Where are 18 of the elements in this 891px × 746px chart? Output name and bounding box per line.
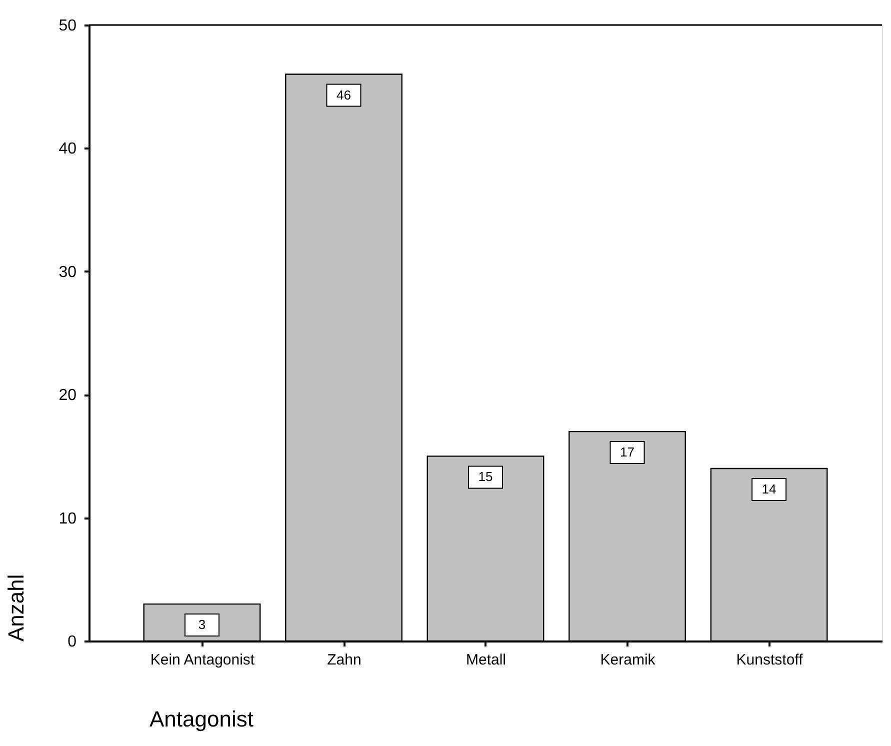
x-tick-label: Kein Antagonist bbox=[150, 652, 256, 668]
data-label: 3 bbox=[198, 617, 206, 632]
y-tick-label: 40 bbox=[58, 140, 77, 158]
y-axis-title: Anzahl bbox=[4, 574, 29, 642]
y-tick-label: 10 bbox=[58, 510, 77, 528]
x-tick-label: Kunststoff bbox=[736, 652, 804, 668]
x-tick-label: Metall bbox=[466, 652, 506, 668]
x-tick-label: Zahn bbox=[327, 652, 362, 668]
x-tick-label: Keramik bbox=[600, 652, 656, 668]
y-tick-label: 0 bbox=[68, 634, 77, 650]
y-tick-label: 50 bbox=[58, 18, 77, 34]
data-label: 46 bbox=[336, 87, 351, 102]
x-axis-title: Antagonist bbox=[150, 706, 254, 732]
data-label: 15 bbox=[478, 469, 493, 484]
y-tick-label: 20 bbox=[58, 387, 77, 404]
y-tick-label: 30 bbox=[58, 264, 77, 281]
data-label: 17 bbox=[620, 444, 634, 460]
data-label: 14 bbox=[762, 482, 776, 497]
